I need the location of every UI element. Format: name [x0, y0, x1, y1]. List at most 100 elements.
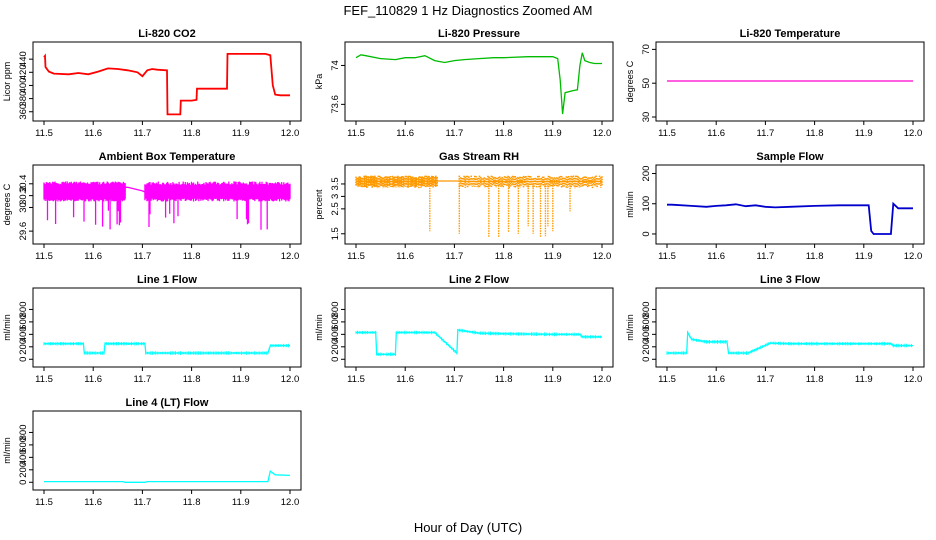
y-tick-label: 400 [330, 326, 341, 342]
y-tick-label: 400 [18, 78, 29, 94]
plot-area [667, 201, 913, 235]
y-tick-label: 200 [330, 339, 341, 355]
noise-band [355, 328, 601, 357]
y-tick-label: 800 [18, 302, 29, 318]
y-axis-label: Licor ppm [2, 62, 12, 102]
panel-rh: Gas Stream RH 11.5 11.6 11.7 11.8 11.9 12.0 1.5… [314, 151, 614, 262]
x-tick-label: 11.5 [35, 128, 53, 139]
plot-frame [32, 287, 302, 368]
y-tick-label: 1.5 [330, 227, 341, 240]
x-tick-label: 11.7 [446, 128, 464, 139]
x-tick-label: 11.6 [84, 128, 102, 139]
x-tick-label: 11.6 [84, 374, 102, 385]
x-tick-label: 11.5 [347, 251, 365, 262]
panel-co2: Li-820 CO2 11.5 11.6 11.7 11.8 11.9 12.0 360380… [2, 28, 302, 139]
x-tick-label: 11.7 [757, 251, 775, 262]
x-tick-label: 11.6 [396, 374, 414, 385]
noise-band [144, 181, 291, 230]
y-tick-label: 0 [18, 480, 29, 485]
x-tick-label: 11.8 [495, 374, 513, 385]
panel-title: Li-820 CO2 [138, 28, 195, 40]
panel-title: Line 2 Flow [449, 274, 509, 286]
panel-temperature: Li-820 Temperature 11.5 11.6 11.7 11.8 11.9 12… [625, 28, 925, 139]
series-line [667, 201, 913, 235]
x-tick-label: 11.5 [658, 374, 676, 385]
x-tick-label: 11.8 [495, 128, 513, 139]
x-tick-label: 11.6 [84, 251, 102, 262]
plot-frame [344, 164, 614, 245]
y-tick-label: 600 [18, 314, 29, 330]
plot-area [43, 181, 291, 230]
y-tick-label: 600 [641, 314, 652, 330]
x-tick-label: 11.8 [495, 251, 513, 262]
x-tick-label: 12.0 [281, 497, 300, 508]
y-tick-label: 800 [18, 425, 29, 441]
y-tick-label: 200 [641, 339, 652, 355]
plot-frame [32, 164, 302, 245]
figure-xlabel: Hour of Day (UTC) [414, 520, 522, 535]
y-axis-label: percent [314, 189, 324, 220]
y-axis-label: ml/min [625, 191, 635, 218]
y-tick-label: 3.5 [330, 177, 341, 190]
plot-frame [655, 164, 925, 245]
series-line [43, 53, 290, 116]
y-tick-label: 0 [641, 231, 652, 236]
panel-title: Li-820 Temperature [740, 28, 841, 40]
y-tick-label: 100 [641, 196, 652, 212]
y-tick-label: 73.6 [330, 95, 341, 114]
x-tick-label: 11.9 [232, 128, 250, 139]
y-tick-label: 29.6 [18, 222, 29, 241]
x-tick-label: 12.0 [281, 128, 300, 139]
y-tick-label: 200 [18, 339, 29, 355]
panel-line2: Line 2 Flow 11.5 11.6 11.7 11.8 11.9 12.0 0 2004… [314, 274, 614, 385]
x-tick-label: 11.9 [232, 497, 250, 508]
x-tick-label: 11.6 [707, 374, 725, 385]
y-tick-label: 30.2 [18, 186, 29, 205]
panel-pressure: Li-820 Pressure 11.5 11.6 11.7 11.8 11.9 12.0 7… [314, 28, 614, 139]
x-tick-label: 11.9 [544, 128, 562, 139]
x-tick-label: 12.0 [904, 128, 923, 139]
plot-frame [655, 287, 925, 368]
x-tick-label: 11.9 [544, 251, 562, 262]
y-axis-label: degrees C [2, 183, 12, 225]
x-tick-label: 11.8 [183, 128, 201, 139]
x-tick-label: 11.7 [134, 251, 152, 262]
y-tick-label: 0 [330, 357, 341, 362]
y-tick-label: 600 [330, 314, 341, 330]
y-tick-label: 800 [641, 302, 652, 318]
x-tick-label: 11.9 [544, 374, 562, 385]
y-tick-label: 400 [18, 326, 29, 342]
x-tick-label: 11.5 [658, 128, 676, 139]
panel-ambient: Ambient Box Temperature 11.5 11.6 11.7 11.8 1… [2, 151, 302, 262]
panel-title: Line 4 (LT) Flow [126, 397, 209, 409]
x-tick-label: 11.8 [183, 251, 201, 262]
x-tick-label: 11.6 [396, 128, 414, 139]
x-tick-label: 12.0 [904, 251, 923, 262]
noise-band [43, 181, 126, 230]
y-tick-label: 420 [18, 64, 29, 80]
x-tick-label: 11.7 [446, 374, 464, 385]
x-tick-label: 11.5 [35, 251, 53, 262]
x-tick-label: 11.7 [757, 374, 775, 385]
x-tick-label: 11.6 [707, 251, 725, 262]
panel-title: Line 3 Flow [760, 274, 820, 286]
noise-band [43, 341, 289, 355]
y-axis-label: ml/min [2, 314, 12, 341]
plot-area [666, 330, 913, 355]
x-tick-label: 11.7 [134, 128, 152, 139]
plot-area [355, 175, 603, 238]
x-tick-label: 12.0 [281, 251, 300, 262]
x-tick-label: 12.0 [593, 251, 612, 262]
plot-area [355, 52, 602, 115]
x-tick-label: 11.7 [446, 251, 464, 262]
x-tick-label: 11.5 [35, 497, 53, 508]
y-tick-label: 30.4 [18, 175, 29, 194]
y-tick-label: 2.5 [330, 202, 341, 215]
x-tick-label: 11.7 [134, 497, 152, 508]
plot-area [43, 341, 290, 355]
y-axis-label: ml/min [314, 314, 324, 341]
series-line [44, 186, 290, 196]
y-tick-label: 50 [641, 78, 652, 89]
panel-title: Line 1 Flow [137, 274, 197, 286]
panel-line3: Line 3 Flow 11.5 11.6 11.7 11.8 11.9 12.0 0 2004… [625, 274, 925, 385]
